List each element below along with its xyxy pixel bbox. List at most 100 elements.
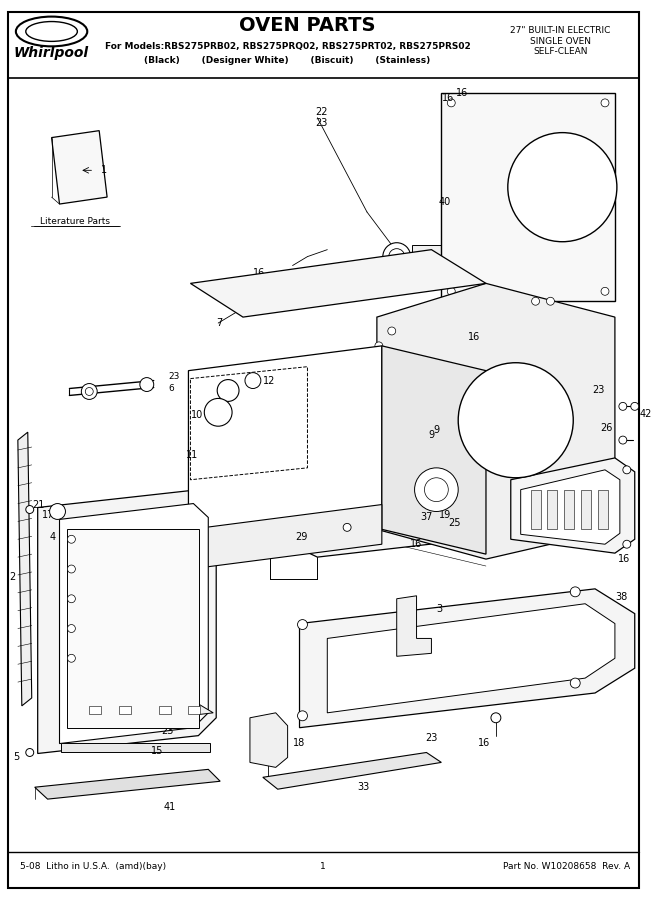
Text: 26: 26 [600, 423, 613, 433]
Text: 16: 16 [468, 332, 481, 342]
Polygon shape [52, 130, 107, 204]
Circle shape [623, 540, 630, 548]
Text: 9: 9 [434, 425, 439, 436]
Polygon shape [188, 346, 382, 554]
Circle shape [67, 625, 76, 633]
Text: Literature Parts: Literature Parts [40, 217, 110, 226]
Text: 42: 42 [640, 410, 652, 419]
Text: 22: 22 [316, 107, 328, 117]
Circle shape [343, 524, 351, 531]
Text: 4: 4 [50, 532, 55, 543]
Bar [61, 742, 210, 752]
Polygon shape [74, 704, 213, 728]
Text: 27: 27 [401, 500, 413, 510]
Text: 33: 33 [357, 782, 369, 792]
Bar [451, 103, 501, 192]
Bar [89, 706, 101, 714]
Circle shape [334, 272, 350, 287]
Text: 16: 16 [253, 268, 265, 278]
Polygon shape [270, 501, 603, 557]
Bar [531, 490, 541, 529]
Circle shape [491, 713, 501, 723]
Polygon shape [190, 249, 486, 317]
Text: OVEN PARTS: OVEN PARTS [239, 16, 376, 35]
Circle shape [447, 99, 455, 107]
Polygon shape [250, 713, 288, 768]
Text: 41: 41 [164, 802, 176, 812]
Circle shape [67, 654, 76, 662]
Text: 10: 10 [191, 410, 203, 420]
Text: 25: 25 [449, 518, 461, 528]
Circle shape [554, 179, 570, 195]
Polygon shape [18, 432, 32, 706]
Bar [158, 706, 171, 714]
Text: 23: 23 [593, 385, 605, 395]
Circle shape [82, 383, 97, 400]
Text: 6: 6 [169, 384, 174, 393]
Text: 39: 39 [99, 529, 111, 539]
Circle shape [508, 132, 617, 242]
Ellipse shape [16, 16, 87, 46]
Circle shape [531, 297, 540, 305]
Bar [119, 706, 131, 714]
Circle shape [512, 464, 520, 472]
Text: 16: 16 [456, 88, 469, 98]
Text: 14: 14 [52, 505, 65, 515]
Circle shape [50, 504, 65, 519]
Text: Whirlpool: Whirlpool [14, 46, 89, 60]
Ellipse shape [26, 22, 78, 41]
Bar [411, 245, 441, 268]
Text: 11: 11 [186, 450, 198, 460]
Circle shape [297, 619, 308, 629]
Circle shape [447, 287, 455, 295]
Circle shape [67, 536, 76, 544]
Circle shape [280, 274, 304, 298]
Circle shape [527, 152, 597, 222]
Text: 27" BUILT-IN ELECTRIC
SINGLE OVEN
SELF-CLEAN: 27" BUILT-IN ELECTRIC SINGLE OVEN SELF-C… [510, 26, 610, 57]
Text: 5: 5 [14, 752, 20, 762]
Text: 37: 37 [421, 512, 433, 522]
Circle shape [424, 478, 449, 501]
Text: 23: 23 [161, 725, 173, 735]
Circle shape [204, 399, 232, 427]
Circle shape [222, 384, 234, 396]
Circle shape [375, 392, 383, 400]
Circle shape [546, 450, 554, 458]
Circle shape [217, 380, 239, 401]
Polygon shape [511, 458, 635, 554]
Bar [565, 490, 574, 529]
Circle shape [53, 508, 61, 516]
Circle shape [26, 506, 34, 514]
Circle shape [481, 385, 550, 455]
Circle shape [619, 402, 627, 410]
Circle shape [67, 595, 76, 603]
Circle shape [383, 243, 411, 271]
Circle shape [140, 378, 154, 392]
Text: 1: 1 [320, 862, 326, 871]
Text: 7: 7 [216, 318, 222, 328]
Circle shape [389, 248, 405, 265]
Circle shape [458, 363, 573, 478]
Bar [598, 490, 608, 529]
Bar [441, 93, 615, 302]
Text: 9: 9 [428, 430, 434, 440]
Circle shape [388, 327, 396, 335]
Circle shape [375, 366, 383, 374]
Text: 16: 16 [442, 93, 454, 103]
Circle shape [559, 417, 567, 424]
Circle shape [415, 468, 458, 511]
Circle shape [67, 565, 76, 573]
Ellipse shape [352, 267, 382, 280]
Polygon shape [396, 596, 432, 656]
Bar [548, 490, 557, 529]
Circle shape [210, 404, 226, 420]
Text: 5-08  Litho in U.S.A.  (amd)(bay): 5-08 Litho in U.S.A. (amd)(bay) [20, 862, 166, 871]
Text: 18: 18 [293, 738, 305, 748]
Text: Part No. W10208658  Rev. A: Part No. W10208658 Rev. A [503, 862, 630, 871]
Polygon shape [35, 770, 220, 799]
Text: 38: 38 [615, 592, 627, 602]
Circle shape [85, 388, 93, 395]
Circle shape [619, 436, 627, 444]
Polygon shape [327, 604, 615, 713]
Bar [67, 529, 200, 728]
